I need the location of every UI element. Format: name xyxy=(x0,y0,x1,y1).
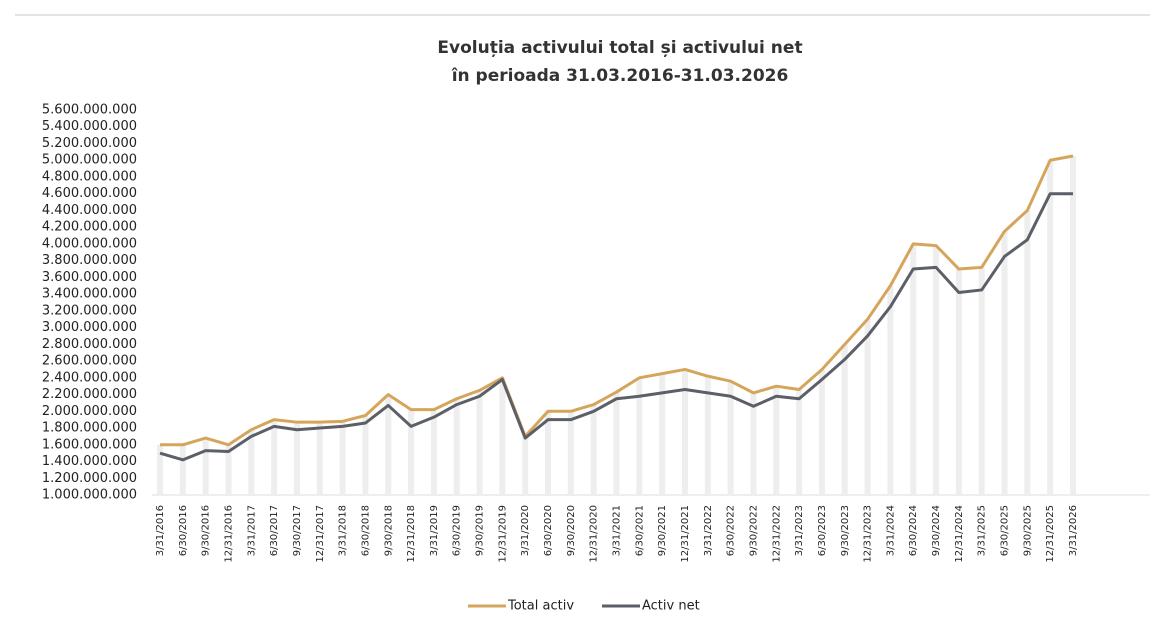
y-tick-label: 5.200.000.000 xyxy=(42,136,137,151)
y-tick-label: 4.200.000.000 xyxy=(42,220,137,235)
x-tick-label: 3/31/2024 xyxy=(885,505,896,556)
x-tick-label: 3/31/2019 xyxy=(429,505,440,556)
y-tick-label: 2.200.000.000 xyxy=(42,387,137,402)
y-tick-label: 1.600.000.000 xyxy=(42,437,137,452)
y-tick-label: 5.600.000.000 xyxy=(42,103,137,118)
x-tick-label: 6/30/2016 xyxy=(178,505,189,556)
x-tick-label: 12/31/2023 xyxy=(863,505,874,563)
x-tick-label: 3/31/2016 xyxy=(155,505,166,556)
x-tick-label: 9/30/2025 xyxy=(1022,505,1033,556)
x-tick-label: 9/30/2020 xyxy=(566,505,577,556)
y-tick-label: 5.000.000.000 xyxy=(42,153,137,168)
legend-label: Total activ xyxy=(507,599,574,614)
x-tick-label: 12/31/2018 xyxy=(406,505,417,563)
y-tick-label: 2.000.000.000 xyxy=(42,404,137,419)
x-tick-label: 9/30/2021 xyxy=(657,505,668,556)
y-tick-label: 2.800.000.000 xyxy=(42,337,137,352)
y-tick-label: 5.400.000.000 xyxy=(42,119,137,134)
x-tick-label: 6/30/2023 xyxy=(817,505,828,556)
x-tick-label: 12/31/2020 xyxy=(589,505,600,563)
x-tick-label: 3/31/2021 xyxy=(612,505,623,556)
x-tick-label: 6/30/2019 xyxy=(452,505,463,556)
y-tick-label: 3.200.000.000 xyxy=(42,303,137,318)
x-tick-label: 9/30/2018 xyxy=(383,505,394,556)
y-tick-label: 3.400.000.000 xyxy=(42,287,137,302)
x-tick-label: 6/30/2025 xyxy=(1000,505,1011,556)
x-tick-label: 3/31/2018 xyxy=(338,505,349,556)
x-tick-label: 9/30/2016 xyxy=(201,505,212,556)
y-tick-label: 1.200.000.000 xyxy=(42,471,137,486)
x-tick-label: 3/31/2025 xyxy=(977,505,988,556)
x-tick-label: 3/31/2020 xyxy=(520,505,531,556)
y-tick-label: 4.400.000.000 xyxy=(42,203,137,218)
y-tick-label: 3.800.000.000 xyxy=(42,253,137,268)
y-tick-label: 1.400.000.000 xyxy=(42,454,137,469)
legend-label: Activ net xyxy=(642,599,700,614)
x-tick-label: 12/31/2025 xyxy=(1045,505,1056,563)
x-tick-label: 3/31/2017 xyxy=(246,505,257,556)
x-tick-label: 3/31/2026 xyxy=(1068,505,1079,556)
x-tick-label: 6/30/2022 xyxy=(726,505,737,556)
x-tick-label: 3/31/2022 xyxy=(703,505,714,556)
x-tick-label: 12/31/2016 xyxy=(223,505,234,563)
x-tick-label: 12/31/2022 xyxy=(771,505,782,563)
x-tick-label: 6/30/2020 xyxy=(543,505,554,556)
y-tick-label: 4.000.000.000 xyxy=(42,236,137,251)
y-tick-label: 4.600.000.000 xyxy=(42,186,137,201)
x-tick-label: 6/30/2018 xyxy=(360,505,371,556)
chart-title: Evoluția activului total și activului ne… xyxy=(437,38,802,58)
x-tick-label: 9/30/2023 xyxy=(840,505,851,556)
x-tick-label: 3/31/2023 xyxy=(794,505,805,556)
y-tick-label: 4.800.000.000 xyxy=(42,169,137,184)
y-tick-label: 3.600.000.000 xyxy=(42,270,137,285)
y-tick-label: 3.000.000.000 xyxy=(42,320,137,335)
x-tick-label: 6/30/2024 xyxy=(908,505,919,556)
y-tick-label: 2.400.000.000 xyxy=(42,370,137,385)
y-tick-label: 2.600.000.000 xyxy=(42,354,137,369)
x-tick-label: 6/30/2021 xyxy=(634,505,645,556)
x-tick-label: 9/30/2024 xyxy=(931,505,942,556)
x-tick-label: 9/30/2022 xyxy=(748,505,759,556)
y-tick-label: 1.800.000.000 xyxy=(42,421,137,436)
x-tick-label: 12/31/2019 xyxy=(497,505,508,563)
x-tick-label: 12/31/2017 xyxy=(315,505,326,563)
x-tick-label: 6/30/2017 xyxy=(269,505,280,556)
x-tick-label: 12/31/2021 xyxy=(680,505,691,563)
x-tick-label: 12/31/2024 xyxy=(954,505,965,563)
x-tick-label: 9/30/2017 xyxy=(292,505,303,556)
x-tick-label: 9/30/2019 xyxy=(475,505,486,556)
series-line xyxy=(159,192,1073,462)
series-line xyxy=(160,154,1074,447)
y-tick-label: 1.000.000.000 xyxy=(42,488,137,503)
chart-subtitle: în perioada 31.03.2016-31.03.2026 xyxy=(451,66,789,86)
